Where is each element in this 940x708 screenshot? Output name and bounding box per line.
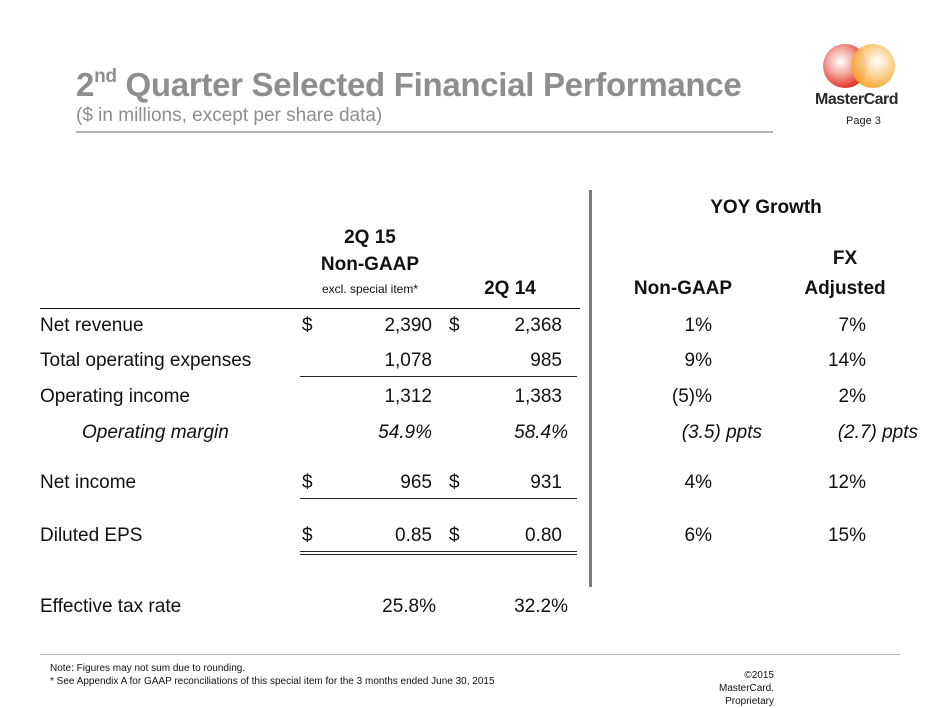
row-label: Net income: [40, 472, 137, 493]
growth-fx: 14%: [827, 350, 866, 371]
header-underline: [40, 308, 580, 309]
col-2q15-line3: excl. special item*: [321, 282, 419, 296]
growth-fx: 12%: [827, 472, 866, 493]
title-text: Quarter Selected Financial Performance: [116, 66, 742, 103]
growth-nongaap: (5)%: [671, 386, 712, 407]
mastercard-logo-icon: [823, 44, 895, 88]
currency-sign: $: [449, 472, 460, 493]
currency-sign: $: [449, 525, 460, 546]
value-2q15: 25.8%: [382, 596, 436, 617]
eps-double-underline-top: [300, 551, 577, 552]
row-label: Operating margin: [82, 422, 229, 443]
value-2q15: 1,078: [384, 350, 432, 371]
col-nongaap-growth: Non-GAAP: [633, 278, 733, 299]
subtotal-underline: [300, 376, 577, 377]
yoy-growth-header: YOY Growth: [710, 197, 822, 218]
page-number: Page 3: [846, 115, 881, 127]
growth-nongaap: 4%: [684, 472, 712, 493]
footnote-appendix: * See Appendix A for GAAP reconciliation…: [50, 676, 495, 687]
currency-sign: $: [302, 315, 313, 336]
footnote-rounding: Note: Figures may not sum due to roundin…: [50, 663, 246, 674]
footer-divider: [40, 654, 900, 655]
net-income-underline: [300, 498, 577, 499]
value-2q15: 54.9%: [378, 422, 432, 443]
growth-nongaap: 9%: [684, 350, 712, 371]
page-subtitle: ($ in millions, except per share data): [76, 105, 383, 126]
row-label: Net revenue: [40, 315, 144, 336]
value-2q14: 931: [530, 472, 562, 493]
row-label: Operating income: [40, 386, 190, 407]
title-superscript: nd: [94, 66, 117, 87]
growth-fx: 7%: [838, 315, 866, 336]
page-title: 2nd Quarter Selected Financial Performan…: [76, 66, 742, 104]
eps-double-underline-bottom: [300, 554, 577, 555]
currency-sign: $: [302, 472, 313, 493]
col-fx-line1: FX: [832, 248, 858, 269]
mastercard-logo-text: MasterCard: [815, 91, 899, 108]
col-2q15-line1: 2Q 15: [344, 227, 396, 248]
growth-fx: (2.7) ppts: [837, 422, 918, 443]
value-2q15: 2,390: [384, 315, 432, 336]
header-divider: [76, 131, 773, 133]
value-2q14: 58.4%: [514, 422, 568, 443]
col-2q14: 2Q 14: [484, 278, 536, 299]
value-2q14: 2,368: [514, 315, 562, 336]
value-2q14: 985: [530, 350, 562, 371]
title-ordinal: 2: [76, 66, 95, 103]
growth-nongaap: (3.5) ppts: [681, 422, 762, 443]
growth-nongaap: 6%: [684, 525, 712, 546]
value-2q15: 1,312: [384, 386, 432, 407]
growth-fx: 15%: [827, 525, 866, 546]
value-2q15: 0.85: [395, 525, 432, 546]
value-2q15: 965: [400, 472, 432, 493]
value-2q14: 32.2%: [514, 596, 568, 617]
row-label: Total operating expenses: [40, 350, 252, 371]
value-2q14: 1,383: [514, 386, 562, 407]
currency-sign: $: [449, 315, 460, 336]
yoy-divider: [589, 190, 592, 587]
value-2q14: 0.80: [525, 525, 562, 546]
col-fx-line2: Adjusted: [804, 278, 886, 299]
currency-sign: $: [302, 525, 313, 546]
growth-nongaap: 1%: [684, 315, 712, 336]
row-label: Effective tax rate: [40, 596, 182, 617]
row-label: Diluted EPS: [40, 525, 143, 546]
copyright-text: ©2015 MasterCard. Proprietary: [718, 670, 774, 707]
growth-fx: 2%: [838, 386, 866, 407]
col-2q15-line2: Non-GAAP: [320, 254, 420, 275]
